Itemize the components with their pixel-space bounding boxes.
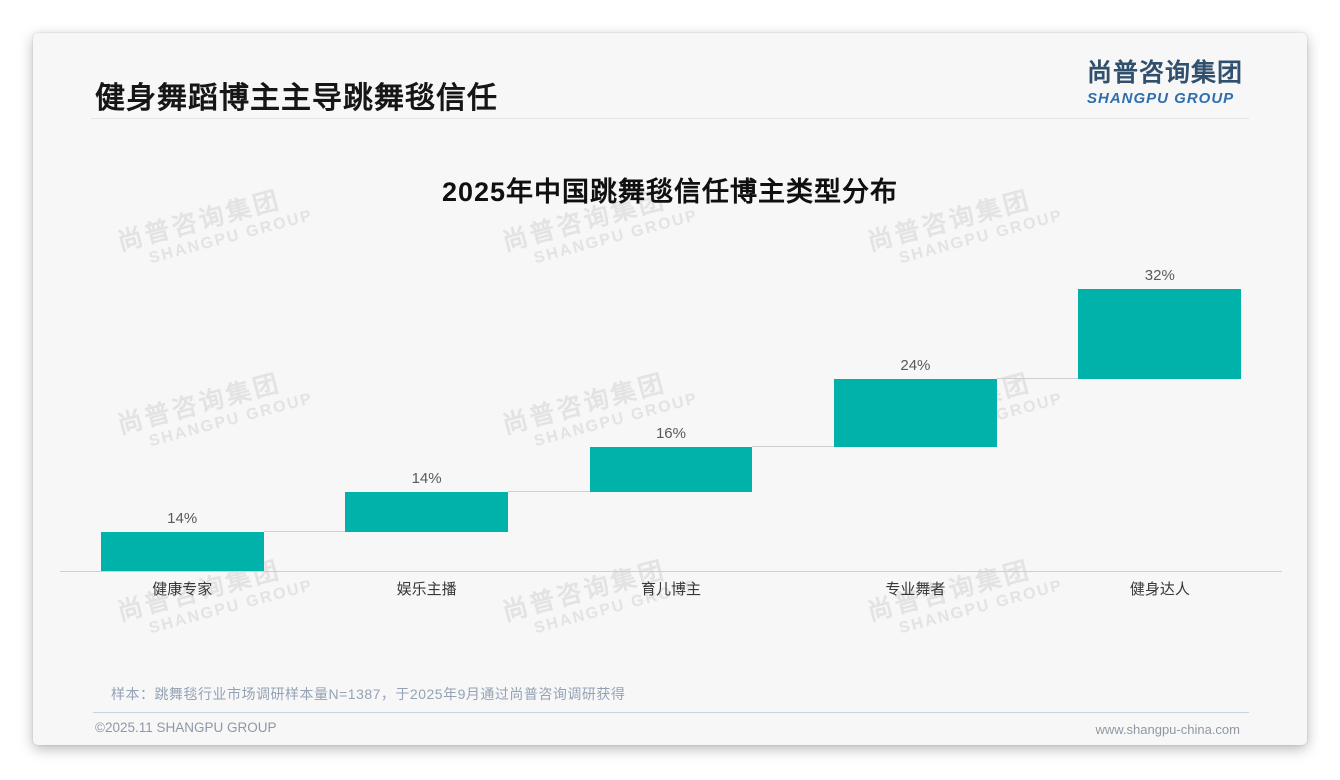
company-logo: 尚普咨询集团 SHANGPU GROUP (1087, 59, 1243, 107)
waterfall-plot: 14% 14% 16% 24% 32% (60, 267, 1282, 572)
page-title: 健身舞蹈博主主导跳舞毯信任 (95, 82, 498, 115)
bar-value-label: 24% (900, 357, 931, 375)
category-label: 娱乐主播 (396, 581, 457, 598)
watermark-en-text: SHANGPU GROUP (147, 206, 315, 267)
bar-value-label: 16% (655, 424, 686, 442)
bar-segment (345, 492, 509, 532)
bar-segment (589, 446, 753, 493)
bar-segment (833, 379, 997, 447)
copyright-text: ©2025.11 SHANGPU GROUP (95, 720, 277, 735)
connector-line (263, 530, 346, 532)
header-divider (91, 118, 1249, 119)
bar-value-label: 14% (167, 509, 198, 527)
report-card: 尚普咨询集团 SHANGPU GROUP 尚普咨询集团 SHANGPU GROUP 尚普… (33, 33, 1307, 745)
logo-en-text: SHANGPU GROUP (1086, 89, 1235, 107)
bar-value-label: 14% (411, 470, 442, 488)
category-label: 专业舞者 (885, 581, 946, 598)
category-label: 育儿博主 (641, 581, 702, 598)
connector-line (508, 491, 590, 493)
website-link[interactable]: www.shangpu-china.com (1095, 722, 1240, 737)
bar-segment (1078, 289, 1242, 380)
watermark-en-text: SHANGPU GROUP (532, 206, 700, 267)
category-label: 健身达人 (1129, 581, 1190, 598)
watermark-en-text: SHANGPU GROUP (897, 206, 1065, 267)
connector-line (752, 445, 834, 447)
chart-title: 2025年中国跳舞毯信任博主类型分布 (441, 177, 899, 207)
footer-divider (93, 712, 1249, 713)
category-axis: 健康专家 娱乐主播 育儿博主 专业舞者 健身达人 (60, 579, 1282, 601)
sample-footnote: 样本：跳舞毯行业市场调研样本量N=1387，于2025年9月通过尚普咨询调研获得 (111, 686, 626, 702)
bar-value-label: 32% (1144, 267, 1175, 284)
connector-line (996, 378, 1079, 380)
bar-segment (100, 531, 264, 571)
category-label: 健康专家 (152, 581, 213, 598)
logo-cn-text: 尚普咨询集团 (1086, 59, 1243, 87)
